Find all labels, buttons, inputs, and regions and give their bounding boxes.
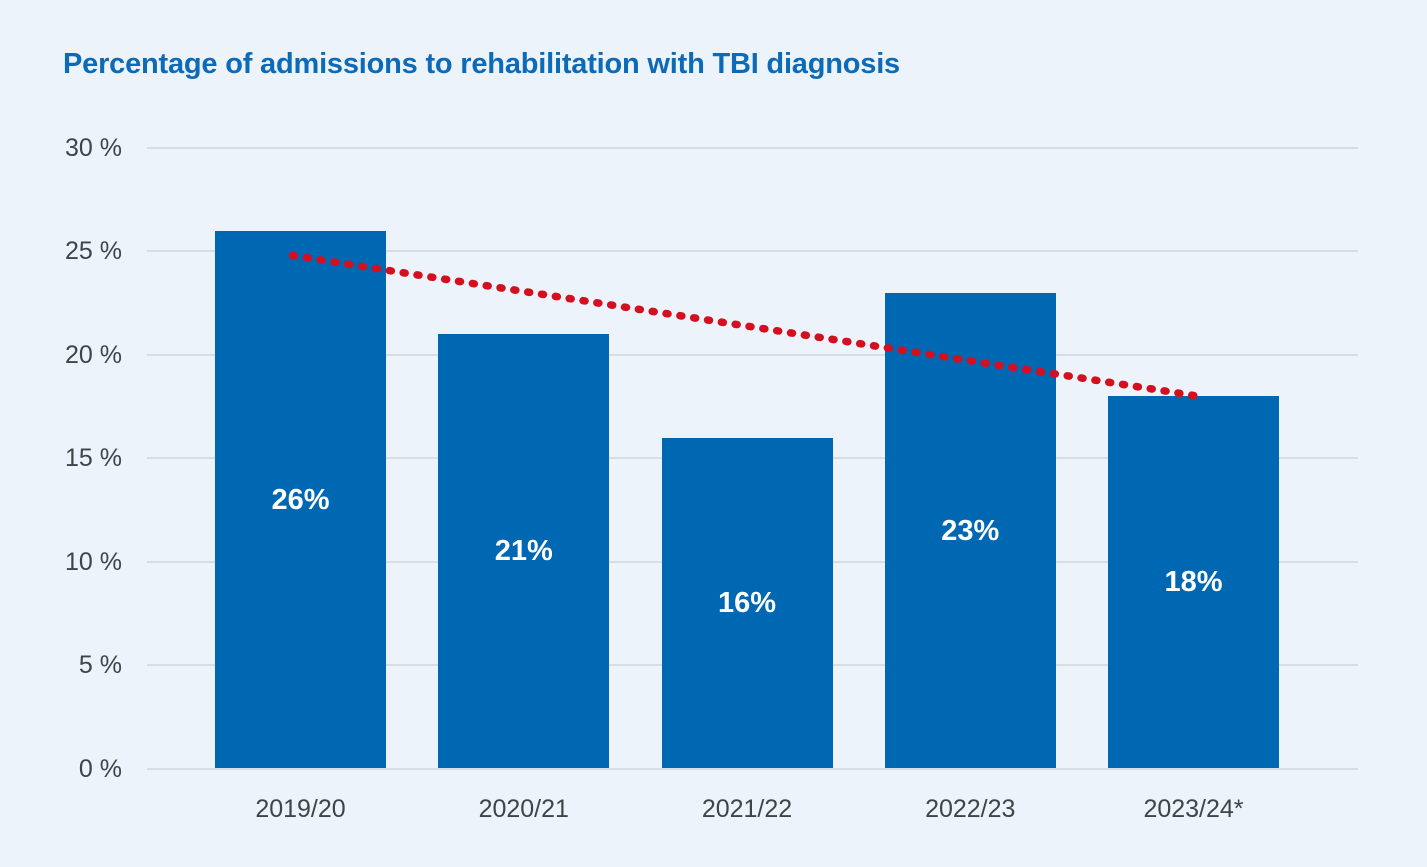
bar-value-label: 26% <box>271 483 330 516</box>
bar-2023-24 <box>1108 396 1279 769</box>
y-axis-tick-label: 10 % <box>65 547 122 576</box>
y-axis-tick-label: 20 % <box>65 340 122 369</box>
bar-value-label: 16% <box>717 587 777 620</box>
bar-value-label: 21% <box>494 535 553 568</box>
bar-2020-21 <box>438 334 610 769</box>
y-axis-tick-label: 0 % <box>78 754 122 783</box>
y-axis-tick-label: 25 % <box>65 237 122 266</box>
bar-value-label: 18% <box>1164 566 1223 599</box>
gridline <box>147 250 1358 253</box>
bar-2021-22 <box>661 437 833 769</box>
trendline-path <box>288 251 1203 400</box>
y-axis-tick-label: 5 % <box>78 651 122 680</box>
chart-title: Percentage of admissions to rehabilitati… <box>63 48 900 80</box>
y-axis-tick-label: 15 % <box>65 444 122 473</box>
gridline <box>147 767 1358 770</box>
gridline <box>147 147 1358 149</box>
x-axis-category-label: 2020/21 <box>478 795 569 823</box>
x-axis-category-label: 2019/20 <box>255 795 346 823</box>
x-axis-category-label: 2022/23 <box>925 795 1016 823</box>
x-axis-category-label: 2021/22 <box>701 795 793 823</box>
x-axis-category-label: 2023/24* <box>1143 795 1244 823</box>
bar-value-label: 23% <box>941 514 1000 547</box>
y-axis-tick-label: 30 % <box>65 134 122 162</box>
